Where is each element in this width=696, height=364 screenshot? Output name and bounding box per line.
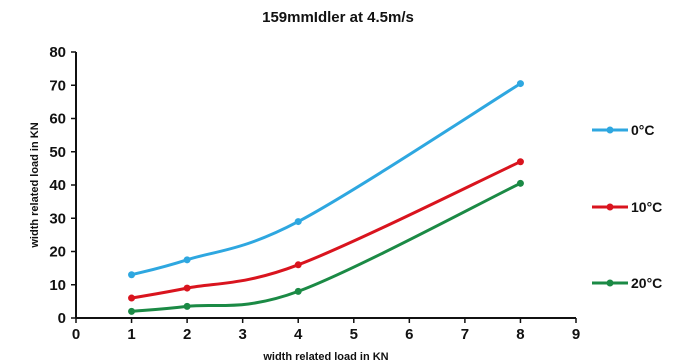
x-tick-label: 6 (405, 326, 413, 343)
data-point (183, 302, 191, 310)
axes: 0 1 2 3 4 5 6 7 8 9 0 10 20 30 40 50 60 70 80 (49, 44, 580, 343)
chart-title: 159mmIdler at 4.5m/s (262, 9, 414, 26)
x-tick-label: 9 (572, 326, 580, 343)
data-point (516, 80, 524, 88)
series-2 (128, 179, 524, 315)
data-point (294, 287, 302, 295)
x-axis-label: width related load in KN (262, 351, 388, 363)
legend: 0°C 10°C 20°C (592, 122, 662, 291)
x-tick-label: 5 (350, 326, 358, 343)
legend-item: 0°C (592, 122, 655, 138)
data-point (183, 284, 191, 292)
data-point (516, 158, 524, 166)
y-tick-label: 70 (49, 77, 66, 94)
x-tick-label: 3 (238, 326, 246, 343)
x-tick-label: 7 (461, 326, 469, 343)
y-tick-label: 20 (49, 244, 66, 261)
series-line (131, 160, 522, 300)
x-tick-label: 0 (72, 326, 80, 343)
x-tick-label: 8 (516, 326, 524, 343)
y-tick-label: 40 (49, 177, 66, 194)
legend-item: 20°C (592, 275, 662, 291)
x-tick-label: 4 (294, 326, 303, 343)
y-tick-label: 80 (49, 44, 66, 61)
y-axis-label: width related load in KN (29, 122, 41, 248)
data-point (294, 218, 302, 226)
x-tick-label: 1 (127, 326, 135, 343)
data-point (516, 179, 524, 187)
y-tick-label: 0 (58, 310, 66, 327)
legend-marker (606, 126, 614, 134)
legend-item: 10°C (592, 199, 662, 215)
series-layer (128, 80, 524, 315)
y-tick-label: 30 (49, 210, 66, 227)
series-line (131, 82, 522, 277)
x-tick-label: 2 (183, 326, 191, 343)
y-tick-label: 10 (49, 277, 66, 294)
y-tick-label: 60 (49, 111, 66, 128)
data-point (183, 256, 191, 264)
legend-label: 20°C (631, 275, 662, 291)
legend-marker (606, 203, 614, 211)
legend-label: 10°C (631, 199, 662, 215)
data-point (128, 307, 136, 315)
data-point (128, 271, 136, 279)
data-point (294, 261, 302, 269)
data-point (128, 294, 136, 302)
y-tick-label: 50 (49, 144, 66, 161)
series-0 (128, 80, 524, 279)
series-1 (128, 158, 524, 302)
series-line (131, 181, 522, 313)
legend-label: 0°C (631, 122, 655, 138)
legend-marker (606, 279, 614, 287)
